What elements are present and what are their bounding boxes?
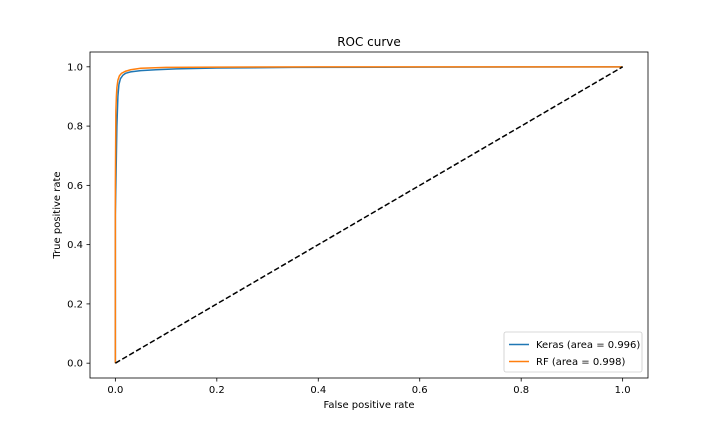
reference-diagonal-line	[114, 66, 624, 364]
y-tick-label: 1.0	[67, 62, 83, 73]
series-line-1	[114, 66, 623, 364]
x-axis-ticks: 0.0 0.2 0.4 0.6 0.8 1.0	[107, 378, 631, 396]
x-tick-label: 0.0	[107, 385, 123, 396]
series-line-0	[114, 66, 623, 364]
y-axis-ticks: 0.0 0.2 0.4 0.6 0.8 1.0	[67, 62, 90, 370]
y-tick-label: 0.0	[67, 359, 83, 370]
legend: Keras (area = 0.996) RF (area = 0.998)	[503, 331, 643, 373]
legend-box	[503, 331, 643, 373]
x-tick-label: 0.8	[513, 385, 529, 396]
x-tick-label: 0.6	[412, 385, 428, 396]
x-tick-label: 0.2	[209, 385, 225, 396]
y-tick-label: 0.4	[67, 240, 83, 251]
y-tick-label: 0.8	[67, 122, 83, 133]
x-tick-label: 1.0	[615, 385, 631, 396]
legend-label: Keras (area = 0.996)	[536, 340, 640, 351]
y-axis-label: True positive rate	[52, 171, 63, 259]
legend-label: RF (area = 0.998)	[536, 357, 625, 368]
chart-title: ROC curve	[337, 35, 401, 49]
series-layer	[114, 66, 624, 364]
y-tick-label: 0.6	[67, 181, 83, 192]
y-tick-label: 0.2	[67, 299, 83, 310]
x-axis-label: False positive rate	[324, 400, 415, 411]
plot-frame	[89, 51, 649, 379]
x-tick-label: 0.4	[310, 385, 326, 396]
